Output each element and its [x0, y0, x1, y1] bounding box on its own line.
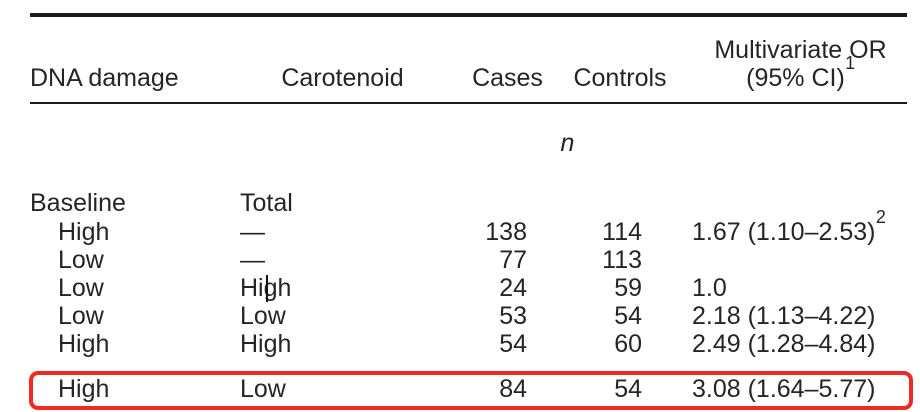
cell-cases: 84 — [499, 375, 527, 403]
footnote-marker-1: 1 — [845, 53, 856, 74]
cell-or: 2.49 (1.28–4.84) — [692, 330, 876, 358]
footnote-marker-2: 2 — [875, 207, 886, 228]
text-cursor-artifact — [266, 275, 268, 302]
carotenoid-value: High — [240, 274, 291, 302]
cell-cases: 54 — [499, 330, 527, 358]
cell-controls: 114 — [602, 218, 642, 246]
cell-controls: 60 — [614, 330, 642, 358]
cell-or: 2.18 (1.13–4.22) — [692, 302, 876, 330]
header-cases: Cases — [472, 64, 543, 92]
cell-controls: 59 — [614, 274, 642, 302]
cell-dna-damage: High — [58, 375, 110, 403]
cell-carotenoid: High — [230, 274, 455, 302]
header-or-line2: (95% CI) — [746, 64, 845, 92]
cell-dna-damage: Low — [58, 302, 104, 330]
table-row: Baseline Total — [30, 188, 907, 218]
cell-cases: 53 — [499, 302, 527, 330]
cell-dna-damage: High — [58, 330, 110, 358]
table-body: Baseline Total High — 138 114 1.67 (1.10… — [30, 188, 907, 403]
header-carotenoid: Carotenoid — [281, 64, 404, 92]
cell-controls: 113 — [602, 246, 642, 274]
cell-carotenoid: High — [240, 330, 292, 358]
n-subheader-row: n — [30, 129, 907, 157]
header-controls: Controls — [573, 64, 667, 92]
cell-carotenoid: Low — [240, 302, 286, 330]
or-value: 1.67 (1.10–2.53) — [692, 218, 876, 246]
cell-carotenoid: Total — [240, 189, 293, 217]
n-label: n — [560, 129, 575, 157]
table-row: Low — 77 113 — [30, 246, 907, 274]
table-row: Low High 24 59 1.0 — [30, 274, 907, 302]
table-row-highlighted: High Low 84 54 3.08 (1.64–5.77) — [30, 375, 907, 403]
table-header-row: DNA damage Carotenoid Cases Controls Mul… — [30, 17, 907, 102]
cell-or — [680, 246, 907, 274]
header-multivariate-or: Multivariate OR (95% CI)1 — [680, 36, 907, 92]
header-or-line1: Multivariate OR — [714, 36, 887, 64]
table-row: High — 138 114 1.67 (1.10–2.53)2 — [30, 208, 907, 246]
cell-or — [680, 188, 907, 218]
cell-cases: 24 — [499, 274, 527, 302]
cell-carotenoid: Low — [240, 375, 286, 403]
header-dna-damage: DNA damage — [30, 64, 179, 92]
statistics-table: DNA damage Carotenoid Cases Controls Mul… — [30, 0, 907, 403]
cell-dna-damage: Baseline — [30, 189, 126, 217]
cell-or: 3.08 (1.64–5.77) — [692, 375, 876, 403]
cell-controls: 54 — [614, 375, 642, 403]
cell-dna-damage: Low — [58, 246, 104, 274]
cell-carotenoid: — — [240, 246, 265, 274]
cell-dna-damage: Low — [58, 274, 104, 302]
table-row: Low Low 53 54 2.18 (1.13–4.22) — [30, 302, 907, 330]
cell-cases: 138 — [485, 218, 527, 246]
cell-cases — [455, 188, 560, 218]
cell-cases: 77 — [499, 246, 527, 274]
cell-or: 1.67 (1.10–2.53)2 — [680, 208, 907, 246]
cell-or: 1.0 — [692, 274, 727, 302]
cell-controls: 54 — [614, 302, 642, 330]
cell-carotenoid: — — [240, 218, 265, 246]
table-top-rule — [30, 13, 907, 17]
table-row: High High 54 60 2.49 (1.28–4.84) — [30, 330, 907, 358]
table-header-rule — [30, 102, 907, 104]
cell-controls — [560, 188, 680, 218]
cell-dna-damage: High — [58, 218, 110, 246]
